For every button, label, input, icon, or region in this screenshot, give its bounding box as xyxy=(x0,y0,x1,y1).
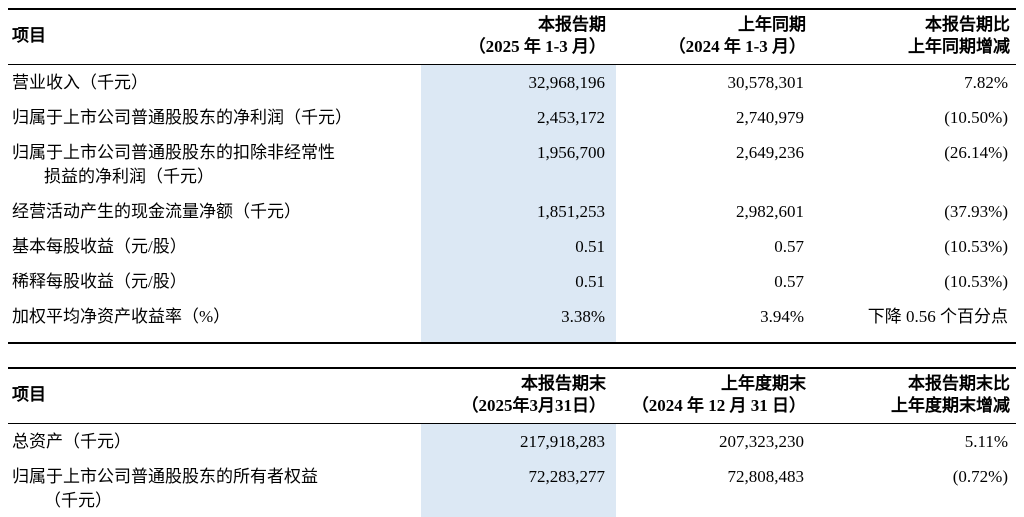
header-change-line1: 本报告期末比 xyxy=(908,374,1010,393)
change-value: (37.93%) xyxy=(944,202,1008,221)
table-row-weighted-avg-roe: 加权平均净资产收益率（%） 3.38% 3.94% 下降 0.56 个百分点 xyxy=(8,299,1016,343)
change-value: (0.72%) xyxy=(952,467,1008,486)
current-value: 1,851,253 xyxy=(421,194,616,229)
row-label-line1: 归属于上市公司普通股股东的所有者权益 xyxy=(12,467,318,486)
header-item-label: 项目 xyxy=(12,385,46,404)
prior-value: 72,808,483 xyxy=(727,467,805,486)
row-label: 经营活动产生的现金流量净额（千元） xyxy=(12,202,301,221)
header-prior-line1: 上年同期 xyxy=(738,15,806,34)
header-prior-line2: （2024 年 12 月 31 日） xyxy=(631,396,806,415)
table-row-shareholders-equity: 归属于上市公司普通股股东的所有者权益 （千元） 72,283,277 72,80… xyxy=(8,459,1016,517)
header-change-line1: 本报告期比 xyxy=(925,15,1010,34)
header-change-line2: 上年度期末增减 xyxy=(891,396,1010,415)
current-value: 1,956,700 xyxy=(421,135,616,194)
current-value: 0.51 xyxy=(421,264,616,299)
row-label-line2: （千元） xyxy=(44,491,112,510)
change-value: 7.82% xyxy=(964,73,1008,92)
balance-items-header: 项目 本报告期末 （2025年3月31日） 上年度期末 （2024 年 12 月… xyxy=(8,368,1016,424)
row-label-line2: 损益的净利润（千元） xyxy=(44,167,214,186)
change-value: (10.53%) xyxy=(944,272,1008,291)
prior-value: 0.57 xyxy=(774,237,804,256)
header-row: 项目 本报告期 （2025 年 1-3 月） 上年同期 （2024 年 1-3 … xyxy=(8,9,1016,65)
change-value: 下降 0.56 个百分点 xyxy=(867,307,1008,326)
current-value: 217,918,283 xyxy=(421,423,616,459)
header-current-line2: （2025年3月31日） xyxy=(461,396,607,415)
table-row-net-profit-excl-nonrecurring: 归属于上市公司普通股股东的扣除非经常性 损益的净利润（千元） 1,956,700… xyxy=(8,135,1016,194)
change-value: (10.53%) xyxy=(944,237,1008,256)
table-row-total-assets: 总资产（千元） 217,918,283 207,323,230 5.11% xyxy=(8,423,1016,459)
header-change: 本报告期末比 上年度期末增减 xyxy=(812,368,1016,424)
change-value: (10.50%) xyxy=(944,108,1008,127)
row-label-line1: 归属于上市公司普通股股东的扣除非经常性 xyxy=(12,143,335,162)
header-prior-line1: 上年度期末 xyxy=(721,374,806,393)
header-current-period-end: 本报告期末 （2025年3月31日） xyxy=(421,368,616,424)
prior-value: 2,740,979 xyxy=(736,108,804,127)
row-label: 总资产（千元） xyxy=(12,432,131,451)
table-row-revenue: 营业收入（千元） 32,968,196 30,578,301 7.82% xyxy=(8,64,1016,100)
change-value: 5.11% xyxy=(964,432,1008,451)
prior-value: 0.57 xyxy=(774,272,804,291)
table-row-basic-eps: 基本每股收益（元/股） 0.51 0.57 (10.53%) xyxy=(8,229,1016,264)
table-row-diluted-eps: 稀释每股收益（元/股） 0.51 0.57 (10.53%) xyxy=(8,264,1016,299)
header-change-line2: 上年同期增减 xyxy=(908,37,1010,56)
header-prior-year-end: 上年度期末 （2024 年 12 月 31 日） xyxy=(616,368,812,424)
current-value: 32,968,196 xyxy=(421,64,616,100)
header-prior-period: 上年同期 （2024 年 1-3 月） xyxy=(616,9,812,65)
row-label: 基本每股收益（元/股） xyxy=(12,237,187,256)
table-row-operating-cash-flow: 经营活动产生的现金流量净额（千元） 1,851,253 2,982,601 (3… xyxy=(8,194,1016,229)
prior-value: 207,323,230 xyxy=(719,432,804,451)
prior-value: 3.94% xyxy=(760,307,804,326)
row-label: 稀释每股收益（元/股） xyxy=(12,272,187,291)
prior-value: 2,982,601 xyxy=(736,202,804,221)
header-prior-line2: （2024 年 1-3 月） xyxy=(668,37,806,56)
current-value: 72,283,277 xyxy=(421,459,616,517)
current-value: 2,453,172 xyxy=(421,100,616,135)
change-value: (26.14%) xyxy=(944,143,1008,162)
header-row: 项目 本报告期末 （2025年3月31日） 上年度期末 （2024 年 12 月… xyxy=(8,368,1016,424)
header-current-line1: 本报告期 xyxy=(538,15,606,34)
header-current-line1: 本报告期末 xyxy=(521,374,606,393)
current-value: 3.38% xyxy=(421,299,616,343)
prior-value: 2,649,236 xyxy=(736,143,804,162)
header-change: 本报告期比 上年同期增减 xyxy=(812,9,1016,65)
header-item-label: 项目 xyxy=(12,26,46,45)
header-item: 项目 xyxy=(8,9,421,65)
header-current-line2: （2025 年 1-3 月） xyxy=(468,37,606,56)
header-item: 项目 xyxy=(8,368,421,424)
row-label: 归属于上市公司普通股股东的净利润（千元） xyxy=(12,108,352,127)
table-row-net-profit: 归属于上市公司普通股股东的净利润（千元） 2,453,172 2,740,979… xyxy=(8,100,1016,135)
row-label: 加权平均净资产收益率（%） xyxy=(12,307,231,326)
prior-value: 30,578,301 xyxy=(727,73,805,92)
key-financials-header: 项目 本报告期 （2025 年 1-3 月） 上年同期 （2024 年 1-3 … xyxy=(8,9,1016,65)
current-value: 0.51 xyxy=(421,229,616,264)
header-current-period: 本报告期 （2025 年 1-3 月） xyxy=(421,9,616,65)
row-label: 营业收入（千元） xyxy=(12,73,148,92)
key-financials-table: 项目 本报告期 （2025 年 1-3 月） 上年同期 （2024 年 1-3 … xyxy=(8,8,1016,344)
balance-items-table: 项目 本报告期末 （2025年3月31日） 上年度期末 （2024 年 12 月… xyxy=(8,367,1016,517)
